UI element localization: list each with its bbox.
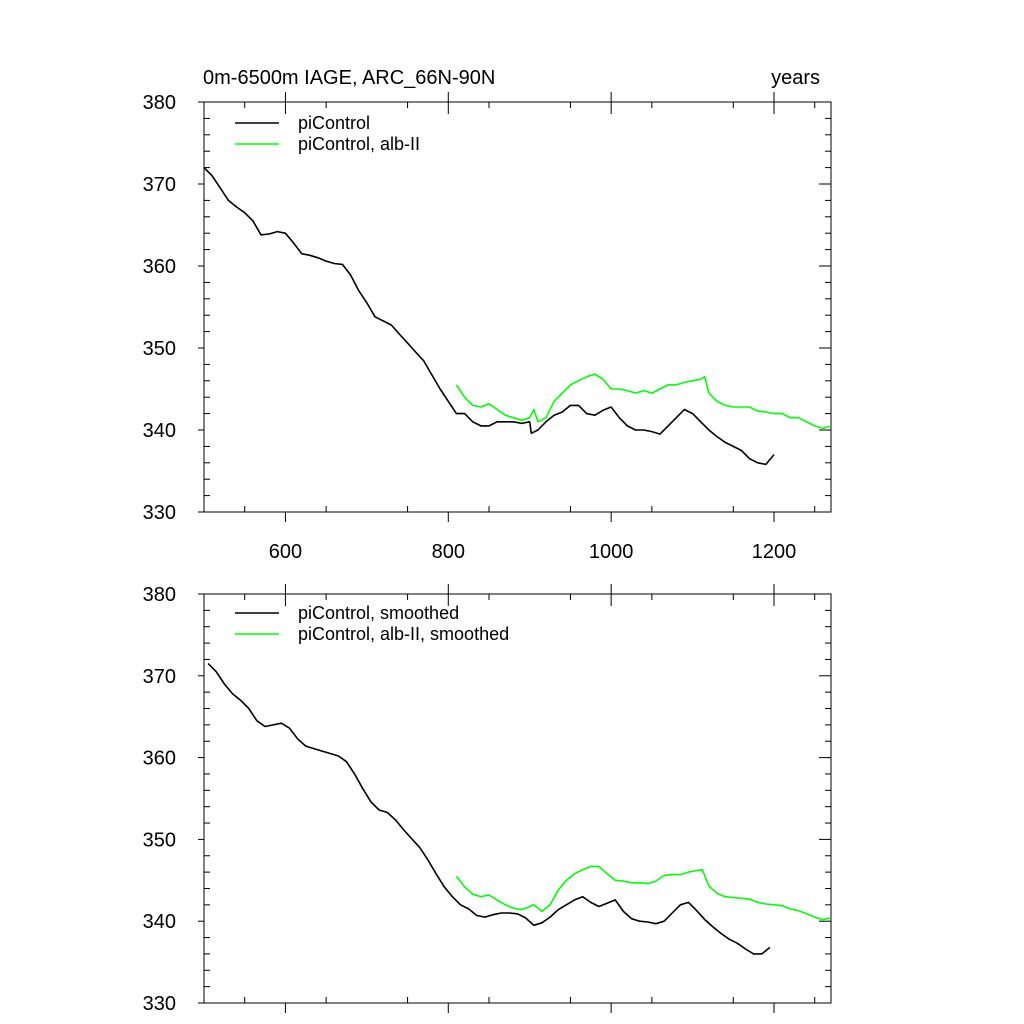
plot-frame (203, 593, 832, 1004)
plot-frame (203, 101, 832, 513)
y-tick-label: 330 (143, 502, 176, 524)
y-tick-label: 380 (143, 584, 176, 606)
y-tick-label: 350 (143, 829, 176, 851)
y-tick-label: 360 (143, 256, 176, 278)
units-label: years (771, 67, 820, 89)
y-tick-label: 340 (143, 420, 176, 442)
x-tick-label: 1200 (752, 541, 797, 563)
top-panel: 330 340 350 360 370 380 600 800 1000 1200 piContro… (143, 92, 832, 563)
bottom-panel: 330 340 350 360 370 380 piControl, smoothedpiC… (143, 584, 832, 1015)
y-tick-label: 380 (143, 92, 176, 114)
y-tick-label: 360 (143, 748, 176, 770)
y-tick-label: 370 (143, 174, 176, 196)
series-line-picontrol (203, 167, 775, 466)
y-tick-label: 340 (143, 911, 176, 933)
x-tick-label: 800 (432, 541, 465, 563)
series-line-picontrol (207, 662, 771, 955)
y-tick-label: 370 (143, 666, 176, 688)
y-tick-label: 350 (143, 338, 176, 360)
legend-label: piControl, alb-II, smoothed (298, 624, 509, 644)
series-line-alb-ii (455, 865, 832, 921)
x-tick-label: 600 (269, 541, 302, 563)
series-line-alb-ii (455, 373, 832, 430)
legend-label: piControl (298, 113, 370, 133)
chart-title: 0m-6500m IAGE, ARC_66N-90N (203, 67, 495, 89)
y-tick-label: 330 (143, 993, 176, 1015)
x-tick-label: 1000 (589, 541, 634, 563)
legend-label: piControl, smoothed (298, 603, 459, 623)
legend-label: piControl, alb-II (298, 134, 420, 154)
